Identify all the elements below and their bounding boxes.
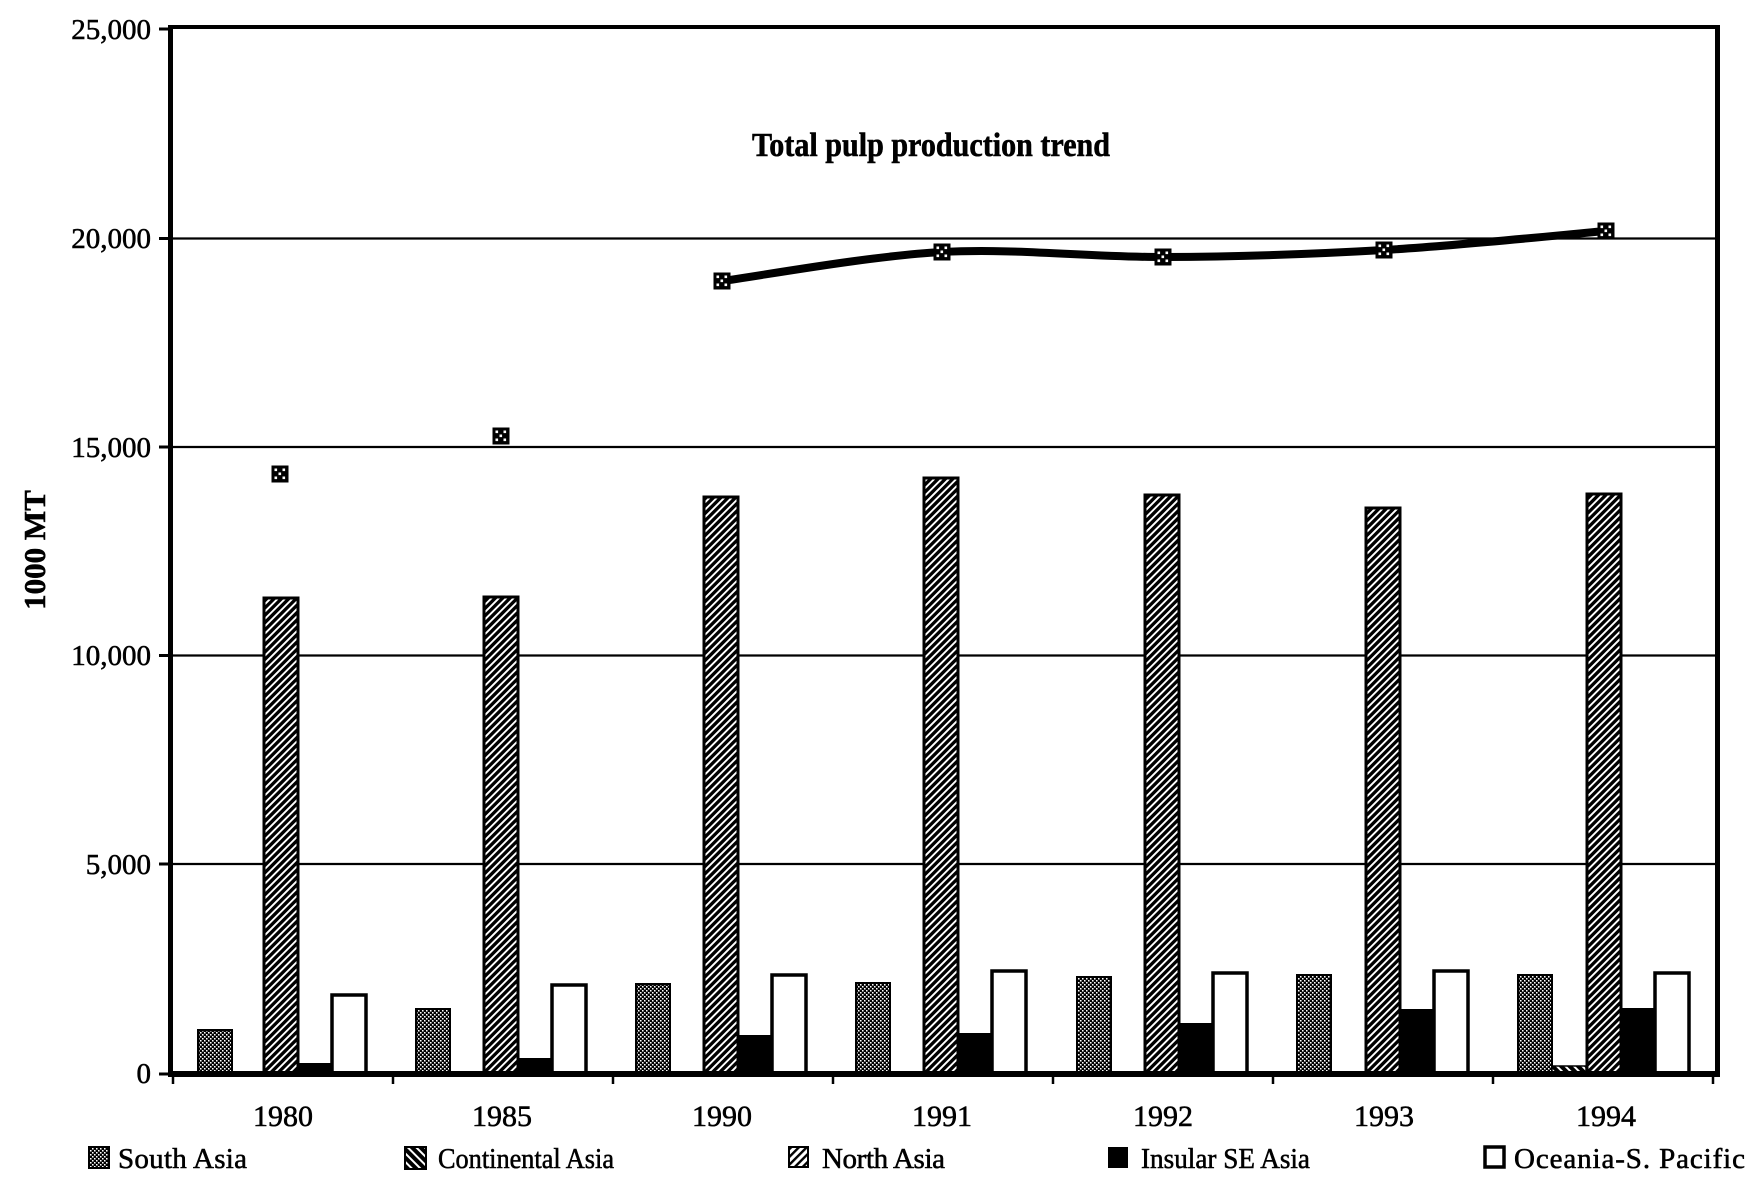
svg-text:25,000: 25,000 bbox=[71, 14, 151, 46]
svg-text:10,000: 10,000 bbox=[71, 640, 151, 672]
svg-text:1994: 1994 bbox=[1576, 1100, 1636, 1133]
svg-text:5,000: 5,000 bbox=[86, 849, 151, 881]
svg-text:20,000: 20,000 bbox=[71, 223, 151, 255]
svg-text:1991: 1991 bbox=[912, 1100, 972, 1133]
svg-text:1000 MT: 1000 MT bbox=[17, 490, 52, 610]
svg-text:1993: 1993 bbox=[1354, 1100, 1414, 1133]
svg-text:1990: 1990 bbox=[692, 1100, 752, 1133]
svg-text:1992: 1992 bbox=[1133, 1100, 1193, 1133]
svg-text:South Asia: South Asia bbox=[118, 1143, 247, 1175]
svg-text:Insular SE Asia: Insular SE Asia bbox=[1141, 1143, 1310, 1175]
svg-text:North Asia: North Asia bbox=[822, 1143, 945, 1175]
svg-text:15,000: 15,000 bbox=[71, 432, 151, 464]
svg-text:0: 0 bbox=[137, 1058, 152, 1090]
svg-text:Total pulp production trend: Total pulp production trend bbox=[752, 127, 1110, 164]
svg-text:1980: 1980 bbox=[253, 1100, 313, 1133]
svg-text:Oceania-S. Pacific: Oceania-S. Pacific bbox=[1514, 1143, 1745, 1175]
svg-text:Continental Asia: Continental Asia bbox=[438, 1143, 614, 1175]
svg-text:1985: 1985 bbox=[472, 1100, 532, 1133]
